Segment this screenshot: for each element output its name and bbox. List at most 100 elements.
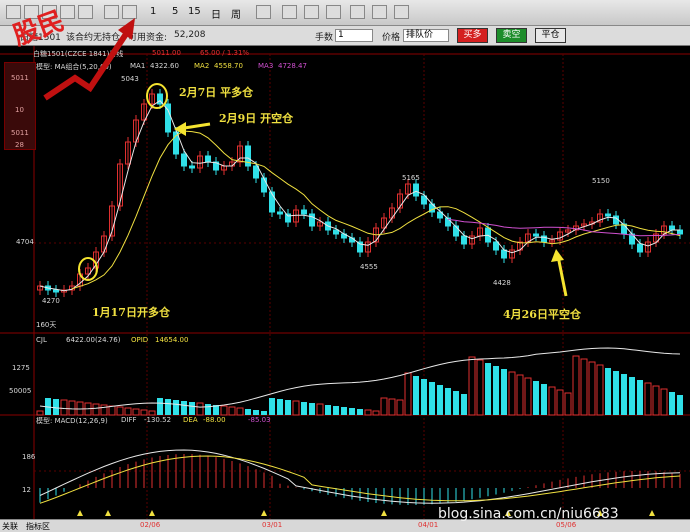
volume-bar [325, 405, 331, 415]
close-position-button[interactable]: 平仓 [535, 28, 566, 43]
volume-bar [404, 372, 412, 416]
volume-bar [261, 411, 267, 415]
volume-bar [580, 358, 588, 416]
volume-bar [501, 369, 507, 415]
text-icon[interactable] [326, 5, 341, 19]
volume-bar [421, 379, 427, 415]
candle-body [189, 165, 195, 169]
back-icon[interactable] [6, 5, 21, 19]
cjl-label: CJL [36, 336, 47, 344]
period-5-button[interactable]: 5 [172, 6, 179, 17]
macd-axis-2: 12 [22, 486, 31, 494]
position-status: 该合约无持仓 [66, 33, 121, 43]
candle-body [141, 103, 147, 121]
volume-bar [669, 392, 675, 415]
instrument-name: 白糖1501 [20, 33, 61, 43]
volume-bar [333, 406, 339, 415]
candle-body [581, 223, 587, 227]
volume-bar [148, 410, 156, 416]
candle-body [565, 229, 571, 233]
candle-body [397, 193, 403, 209]
volume-bar [100, 404, 108, 416]
date-mar: 03/01 [262, 521, 283, 529]
period-1-button[interactable]: 1 [150, 6, 157, 17]
tab-indicator-area[interactable]: 指标区 [26, 522, 50, 531]
candle-body [405, 183, 411, 195]
price-select[interactable]: 排队价 [403, 29, 449, 42]
indicator-icon[interactable] [350, 5, 365, 19]
candle-body [645, 241, 651, 253]
volume-bar [108, 405, 116, 416]
candle-body [277, 211, 283, 215]
volume-bar [309, 403, 315, 415]
volume-bar [68, 400, 76, 416]
volume-bar [213, 405, 219, 415]
crosshair-icon[interactable] [282, 5, 297, 19]
draw-icon[interactable] [304, 5, 319, 19]
macd-value: -85.03 [248, 416, 271, 424]
candle-body [621, 223, 627, 235]
date-may: 05/06 [556, 521, 577, 529]
volume-bar [269, 398, 275, 415]
volume-bar [485, 363, 491, 415]
qty-input[interactable]: 1 [335, 29, 373, 42]
volume-bar [493, 366, 499, 415]
candle-body [205, 155, 211, 163]
volume-bar [357, 409, 363, 415]
period-15-button[interactable]: 15 [188, 6, 201, 17]
volume-bar [548, 386, 556, 416]
price-value: 排队价 [406, 30, 434, 40]
low-4270: 4270 [42, 297, 60, 305]
qty-label: 手数 [315, 33, 334, 43]
price-change: 65.00 / 1.31% [200, 49, 250, 57]
volume-bar [605, 368, 611, 415]
dea-label: DEA [183, 416, 198, 424]
volume-bar [372, 410, 380, 416]
period-week-button[interactable]: 周 [231, 10, 241, 21]
candle-body [669, 225, 675, 231]
high-5150: 5150 [592, 177, 610, 185]
volume-bar [396, 399, 404, 416]
volume-bar [220, 405, 228, 416]
candle-body [637, 243, 643, 253]
list-icon[interactable] [42, 5, 57, 19]
tab-related[interactable]: 关联 [2, 522, 18, 531]
settings-icon[interactable] [372, 5, 387, 19]
symbol-label: 白糖1501(CZCE 1841)日线 [33, 50, 124, 58]
signal-marker [381, 510, 387, 516]
volume-bar [388, 398, 396, 416]
volume-bar [476, 359, 484, 416]
buy-long-button[interactable]: 买多 [457, 28, 488, 43]
candle-body [85, 267, 91, 275]
candle-body [285, 213, 291, 223]
open-interest-line [39, 347, 681, 410]
compare-icon[interactable] [256, 5, 271, 19]
volume-bar [132, 408, 140, 416]
ma2-value: 4558.70 [214, 62, 243, 70]
period-day-button[interactable]: 日 [211, 10, 221, 21]
print-icon[interactable] [394, 5, 409, 19]
volume-bar [189, 402, 195, 415]
bottom-markers [77, 510, 655, 516]
period-label: 160天 [36, 321, 57, 329]
grid-icon[interactable] [24, 5, 39, 19]
diff-line [39, 449, 681, 504]
candle-body [469, 235, 475, 245]
low-4428: 4428 [493, 279, 511, 287]
volume-bar [437, 385, 443, 415]
left-price-4: 28 [15, 141, 24, 149]
chart-icon[interactable] [60, 5, 75, 19]
opid-value: 14654.00 [155, 336, 189, 344]
volume-bar [140, 409, 148, 416]
dea-value: -88.00 [203, 416, 226, 424]
calendar-icon[interactable] [78, 5, 93, 19]
sell-short-button[interactable]: 卖空 [496, 28, 527, 43]
feb9-arrow [174, 122, 211, 136]
zoom-in-icon[interactable] [104, 5, 119, 19]
volume-bar [453, 391, 459, 415]
signal-marker [149, 510, 155, 516]
volume-bar [53, 399, 59, 415]
zoom-out-icon[interactable] [122, 5, 137, 19]
candlestick-chart[interactable] [0, 46, 690, 519]
volume-bar [301, 402, 307, 415]
